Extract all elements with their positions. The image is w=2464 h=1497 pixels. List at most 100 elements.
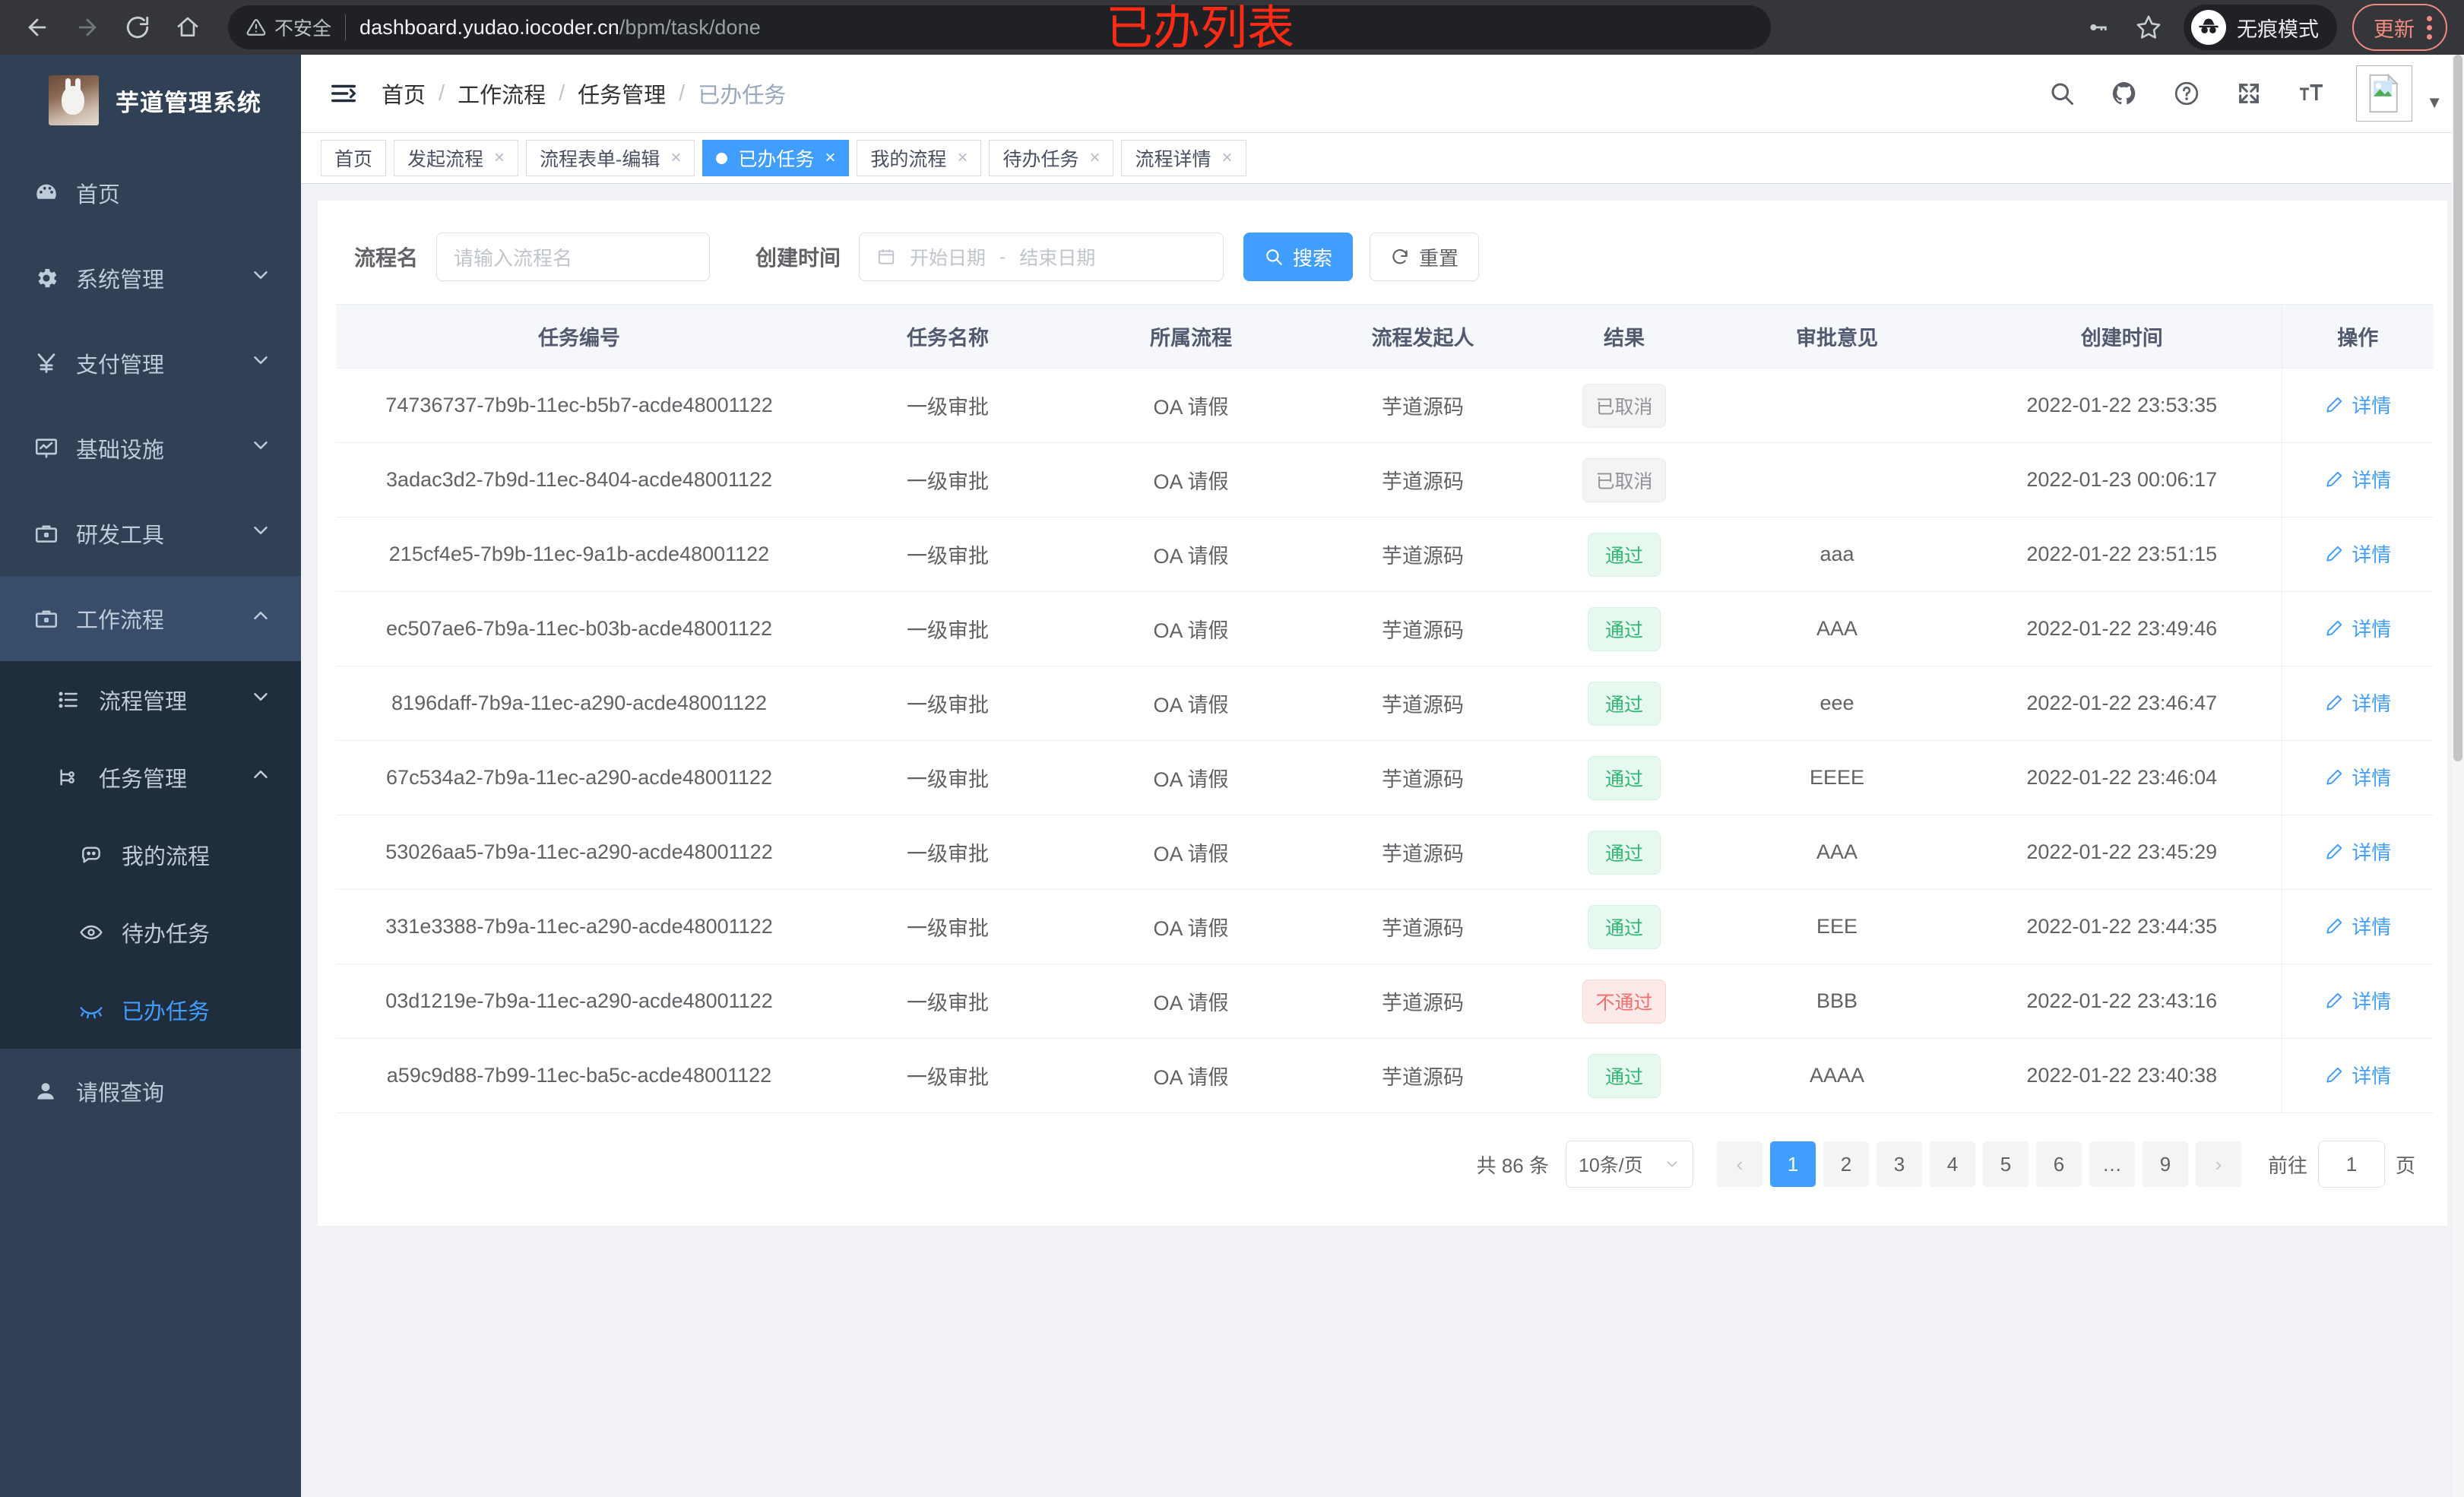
page-button-5[interactable]: 5 xyxy=(1982,1141,2029,1187)
sidebar-item-task-manage[interactable]: 任务管理 xyxy=(0,739,301,816)
security-indicator[interactable]: 不安全 xyxy=(246,14,345,41)
page-button-6[interactable]: 6 xyxy=(2035,1141,2082,1187)
tab-process-detail[interactable]: 流程详情 × xyxy=(1121,140,1246,176)
close-icon[interactable]: × xyxy=(825,147,836,168)
sidebar-item-leave-query[interactable]: 请假查询 xyxy=(0,1049,301,1134)
cell-created-time: 2022-01-22 23:44:35 xyxy=(1962,889,2282,964)
process-name-input[interactable]: 请输入流程名 xyxy=(436,233,711,281)
hamburger-icon[interactable] xyxy=(327,77,360,110)
fullscreen-icon[interactable] xyxy=(2231,76,2266,111)
home-icon[interactable] xyxy=(164,4,211,51)
reload-icon[interactable] xyxy=(114,4,161,51)
github-icon[interactable] xyxy=(2107,76,2142,111)
sidebar-item-workflow[interactable]: 工作流程 xyxy=(0,576,301,661)
page-button-1[interactable]: 1 xyxy=(1769,1141,1816,1187)
prev-page-button[interactable]: ‹ xyxy=(1716,1141,1762,1187)
tab-done-task[interactable]: 已办任务 × xyxy=(702,140,850,176)
tab-start-process[interactable]: 发起流程 × xyxy=(394,140,519,176)
detail-button[interactable]: 详情 xyxy=(2324,540,2391,568)
close-icon[interactable]: × xyxy=(1221,147,1233,168)
chevron-down-icon[interactable] xyxy=(249,264,272,293)
sidebar-item-devtools[interactable]: 研发工具 xyxy=(0,491,301,576)
detail-button[interactable]: 详情 xyxy=(2324,912,2391,940)
breadcrumb-item[interactable]: 任务管理 xyxy=(578,84,667,108)
avatar[interactable] xyxy=(2356,65,2413,122)
status-badge: 通过 xyxy=(1588,532,1661,577)
reset-button[interactable]: 重置 xyxy=(1370,233,1480,281)
cell-result: 已取消 xyxy=(1537,442,1712,517)
chevron-down-icon[interactable] xyxy=(249,685,272,714)
caret-down-icon[interactable]: ▼ xyxy=(2426,93,2443,112)
incognito-badge[interactable]: 无痕模式 xyxy=(2184,5,2337,50)
back-icon[interactable] xyxy=(14,4,61,51)
sidebar-item-infrastructure[interactable]: 基础设施 xyxy=(0,406,301,491)
sidebar-item-label: 工作流程 xyxy=(76,609,165,633)
create-time-range-picker[interactable]: 开始日期 - 结束日期 xyxy=(859,233,1224,281)
help-circle-icon[interactable] xyxy=(2169,76,2204,111)
search-icon[interactable] xyxy=(2044,76,2079,111)
reset-button-label: 重置 xyxy=(1419,246,1459,270)
page-button-2[interactable]: 2 xyxy=(1823,1141,1869,1187)
detail-label: 详情 xyxy=(2352,990,2392,1014)
tab-home[interactable]: 首页 xyxy=(321,140,387,176)
detail-button[interactable]: 详情 xyxy=(2324,1061,2391,1089)
page-size-select[interactable]: 10条/页 xyxy=(1565,1141,1693,1188)
cell-created-time: 2022-01-22 23:53:35 xyxy=(1962,368,2282,443)
cell-comment: BBB xyxy=(1712,964,1962,1039)
brand[interactable]: 芋道管理系统 xyxy=(0,55,301,146)
tab-todo-task[interactable]: 待办任务 × xyxy=(989,140,1114,176)
breadcrumb-item[interactable]: 工作流程 xyxy=(458,84,546,108)
close-icon[interactable]: × xyxy=(957,147,968,168)
cell-result: 通过 xyxy=(1537,591,1712,666)
sidebar-item-label: 支付管理 xyxy=(76,353,165,378)
breadcrumb-item[interactable]: 首页 xyxy=(382,84,426,108)
breadcrumb-separator: / xyxy=(679,81,686,106)
vertical-scrollbar[interactable] xyxy=(2452,55,2464,1497)
page-button-9[interactable]: 9 xyxy=(2142,1141,2188,1187)
detail-button[interactable]: 详情 xyxy=(2324,986,2391,1014)
sidebar-item-my-process[interactable]: 我的流程 xyxy=(0,816,301,894)
jump-page-input[interactable]: 1 xyxy=(2317,1141,2385,1188)
close-icon[interactable]: × xyxy=(670,147,682,168)
content-card: 流程名 请输入流程名 创建时间 开始日期 - 结束日期 xyxy=(318,201,2447,1226)
chevron-up-icon[interactable] xyxy=(249,763,272,792)
detail-label: 详情 xyxy=(2352,916,2392,939)
font-size-icon[interactable] xyxy=(2294,76,2329,111)
kebab-menu-icon[interactable] xyxy=(2427,15,2432,40)
sidebar-item-process-manage[interactable]: 流程管理 xyxy=(0,661,301,739)
yuan-icon xyxy=(33,350,76,376)
update-button[interactable]: 更新 xyxy=(2352,4,2447,51)
key-icon[interactable] xyxy=(2076,5,2121,50)
cell-created-time: 2022-01-22 23:46:04 xyxy=(1962,740,2282,815)
eye-closed-icon xyxy=(79,998,122,1022)
sidebar-item-home[interactable]: 首页 xyxy=(0,150,301,236)
detail-button[interactable]: 详情 xyxy=(2324,391,2391,419)
tab-label: 待办任务 xyxy=(1002,149,1079,170)
forward-icon[interactable] xyxy=(64,4,111,51)
tab-process-form-edit[interactable]: 流程表单-编辑 × xyxy=(526,140,695,176)
search-button[interactable]: 搜索 xyxy=(1243,233,1354,281)
tab-my-process[interactable]: 我的流程 × xyxy=(857,140,982,176)
chevron-up-icon[interactable] xyxy=(249,604,272,633)
chevron-down-icon[interactable] xyxy=(249,349,272,378)
sidebar-item-payment[interactable]: 支付管理 xyxy=(0,321,301,406)
chevron-down-icon[interactable] xyxy=(249,434,272,463)
detail-button[interactable]: 详情 xyxy=(2324,763,2391,791)
page-ellipsis[interactable]: … xyxy=(2089,1141,2135,1187)
close-icon[interactable]: × xyxy=(1089,147,1101,168)
sidebar-item-done-task[interactable]: 已办任务 xyxy=(0,971,301,1049)
detail-button[interactable]: 详情 xyxy=(2324,837,2391,866)
address-bar[interactable]: 不安全 dashboard.yudao.iocoder.cn/bpm/task/… xyxy=(228,5,1771,49)
detail-button[interactable]: 详情 xyxy=(2324,688,2391,717)
scrollbar-thumb[interactable] xyxy=(2453,55,2462,761)
sidebar-item-system[interactable]: 系统管理 xyxy=(0,236,301,321)
star-icon[interactable] xyxy=(2126,5,2171,50)
page-button-4[interactable]: 4 xyxy=(1929,1141,1975,1187)
next-page-button[interactable]: › xyxy=(2195,1141,2241,1187)
detail-button[interactable]: 详情 xyxy=(2324,614,2391,642)
chevron-down-icon[interactable] xyxy=(249,519,272,548)
sidebar-item-todo-task[interactable]: 待办任务 xyxy=(0,894,301,971)
page-button-3[interactable]: 3 xyxy=(1876,1141,1922,1187)
detail-button[interactable]: 详情 xyxy=(2324,465,2391,493)
close-icon[interactable]: × xyxy=(494,147,505,168)
